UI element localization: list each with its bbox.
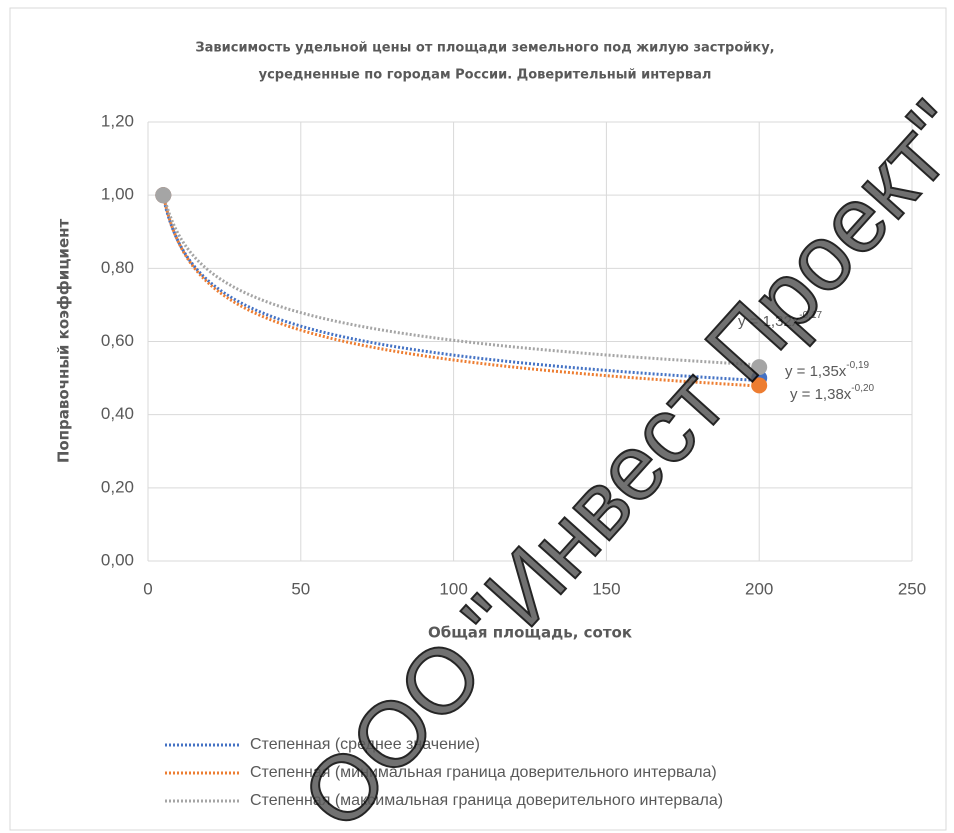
chart-title: усредненные по городам России. Доверител… — [259, 68, 712, 83]
x-tick-label: 200 — [745, 579, 773, 598]
x-axis-label: Общая площадь, соток — [428, 624, 632, 642]
trend-equation: y = 1,38x-0,20 — [790, 383, 875, 403]
trend-line — [161, 196, 760, 383]
trend-line — [161, 193, 760, 367]
trend-line — [161, 194, 760, 388]
y-tick-label: 0,00 — [101, 550, 134, 569]
y-tick-label: 0,80 — [101, 258, 134, 277]
equation-text: y = 1,38x — [790, 386, 852, 403]
data-point — [751, 359, 768, 376]
x-tick-label: 150 — [592, 579, 620, 598]
y-tick-label: 1,20 — [101, 111, 134, 130]
chart-frame — [9, 7, 947, 831]
equation-text: y = 1,32x — [738, 313, 800, 330]
x-tick-label: 0 — [143, 579, 152, 598]
legend-label: Степенная (минимальная граница доверител… — [250, 764, 717, 781]
data-point — [155, 187, 172, 204]
equation-exponent: -0,20 — [851, 383, 874, 394]
legend-label: Степенная (максимальная граница доверите… — [250, 792, 723, 809]
y-tick-label: 0,40 — [101, 404, 134, 423]
chart-title: Зависимость удельной цены от площади зем… — [195, 41, 774, 56]
equation-text: y = 1,35x — [785, 363, 847, 380]
legend-label: Степенная (среднее значение) — [250, 736, 480, 753]
x-tick-label: 100 — [439, 579, 467, 598]
trend-equation: y = 1,32x-0,17 — [738, 310, 823, 330]
equation-exponent: -0,17 — [799, 310, 822, 321]
y-tick-label: 0,20 — [101, 477, 134, 496]
equation-exponent: -0,19 — [846, 360, 869, 371]
y-tick-label: 0,60 — [101, 331, 134, 350]
x-tick-label: 250 — [898, 579, 926, 598]
y-axis-label: Поправочный коэффициент — [55, 219, 73, 464]
y-tick-label: 1,00 — [101, 185, 134, 204]
x-tick-label: 50 — [291, 579, 310, 598]
trend-equation: y = 1,35x-0,19 — [785, 360, 870, 380]
data-point — [751, 377, 768, 394]
